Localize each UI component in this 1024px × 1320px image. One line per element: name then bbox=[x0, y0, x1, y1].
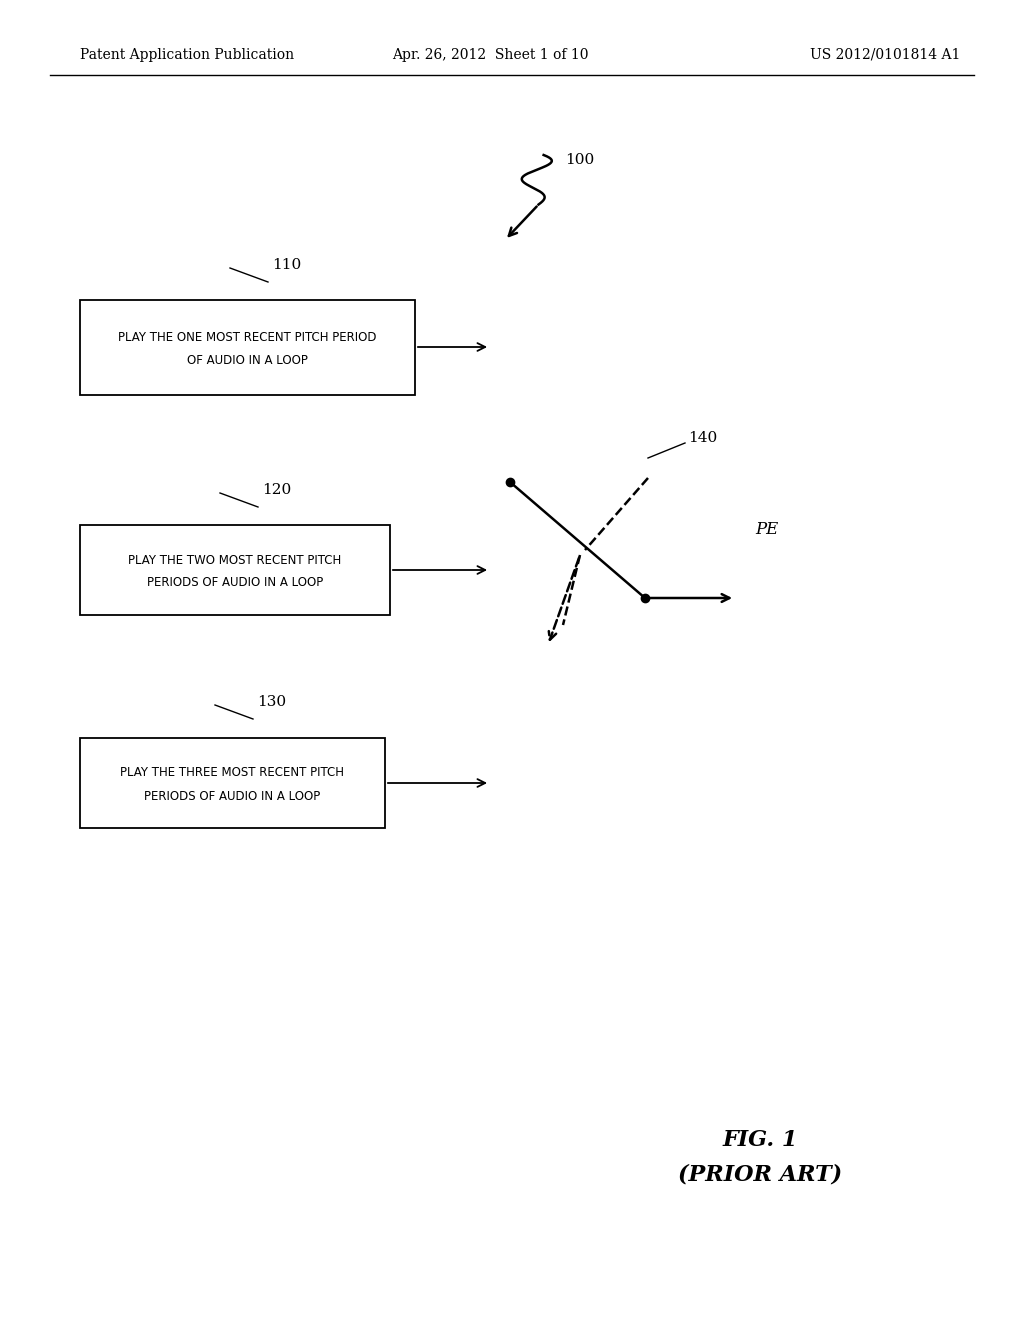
Text: Apr. 26, 2012  Sheet 1 of 10: Apr. 26, 2012 Sheet 1 of 10 bbox=[392, 48, 588, 62]
Text: PLAY THE ONE MOST RECENT PITCH PERIOD: PLAY THE ONE MOST RECENT PITCH PERIOD bbox=[118, 331, 377, 345]
Text: US 2012/0101814 A1: US 2012/0101814 A1 bbox=[810, 48, 961, 62]
Text: 120: 120 bbox=[262, 483, 291, 498]
Text: (PRIOR ART): (PRIOR ART) bbox=[678, 1164, 842, 1185]
Text: OF AUDIO IN A LOOP: OF AUDIO IN A LOOP bbox=[187, 354, 308, 367]
FancyBboxPatch shape bbox=[80, 738, 385, 828]
Text: PERIODS OF AUDIO IN A LOOP: PERIODS OF AUDIO IN A LOOP bbox=[144, 789, 321, 803]
Text: 140: 140 bbox=[688, 432, 717, 445]
Text: 100: 100 bbox=[565, 153, 594, 168]
FancyBboxPatch shape bbox=[80, 525, 390, 615]
Text: 130: 130 bbox=[257, 696, 286, 709]
Text: 110: 110 bbox=[272, 257, 301, 272]
Text: Patent Application Publication: Patent Application Publication bbox=[80, 48, 294, 62]
Text: PE: PE bbox=[755, 521, 778, 539]
Text: PLAY THE THREE MOST RECENT PITCH: PLAY THE THREE MOST RECENT PITCH bbox=[121, 767, 344, 780]
Text: PERIODS OF AUDIO IN A LOOP: PERIODS OF AUDIO IN A LOOP bbox=[146, 577, 324, 590]
Text: FIG. 1: FIG. 1 bbox=[722, 1129, 798, 1151]
Text: PLAY THE TWO MOST RECENT PITCH: PLAY THE TWO MOST RECENT PITCH bbox=[128, 553, 342, 566]
FancyBboxPatch shape bbox=[80, 300, 415, 395]
